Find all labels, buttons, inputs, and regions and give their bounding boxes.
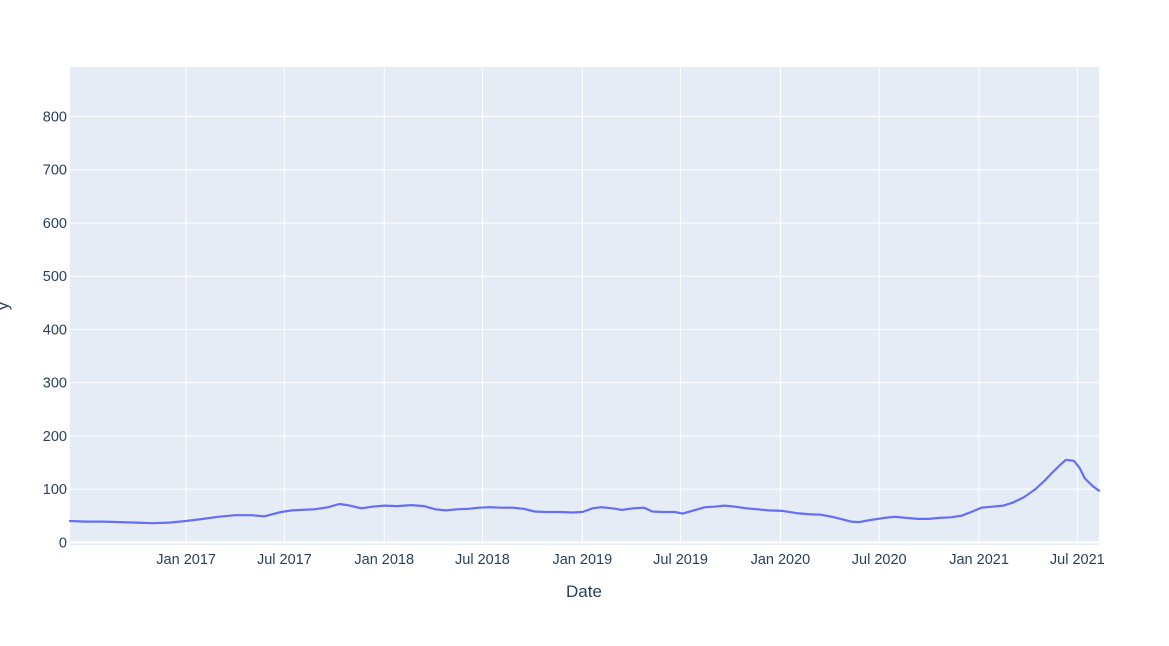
x-axis-tick-labels: Jan 2017 Jul 2017 Jan 2018 Jul 2018 Jan 2019… (156, 552, 1104, 568)
x-tick-label: Jan 2021 (949, 552, 1009, 568)
x-axis-title: Date (566, 582, 602, 601)
y-axis-title: y (0, 301, 12, 310)
y-tick-label: 200 (43, 429, 67, 445)
y-tick-label: 300 (43, 376, 67, 392)
y-tick-label: 700 (43, 163, 67, 179)
y-tick-label: 0 (59, 535, 67, 551)
y-tick-label: 800 (43, 110, 67, 126)
plot-background (70, 67, 1099, 545)
x-tick-label: Jan 2019 (552, 552, 612, 568)
x-tick-label: Jul 2019 (653, 552, 708, 568)
y-tick-label: 500 (43, 269, 67, 285)
y-tick-label: 600 (43, 216, 67, 232)
x-tick-label: Jul 2020 (852, 552, 907, 568)
y-axis-tick-labels: 0 100 200 300 400 500 600 700 800 (43, 110, 67, 552)
x-tick-label: Jul 2017 (257, 552, 312, 568)
grid-lines (70, 67, 1099, 545)
x-tick-label: Jan 2017 (156, 552, 216, 568)
y-tick-label: 100 (43, 482, 67, 498)
x-tick-label: Jan 2018 (354, 552, 414, 568)
x-tick-label: Jul 2018 (455, 552, 510, 568)
x-tick-label: Jul 2021 (1050, 552, 1105, 568)
series-line[interactable] (68, 458, 1101, 525)
y-tick-label: 400 (43, 322, 67, 338)
x-tick-label: Jan 2020 (751, 552, 811, 568)
